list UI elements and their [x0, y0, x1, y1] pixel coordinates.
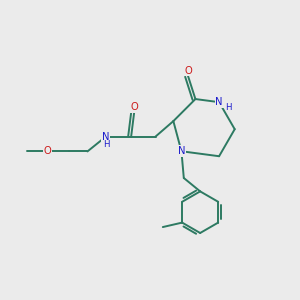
Text: H: H [225, 103, 231, 112]
Text: O: O [44, 146, 52, 156]
Text: N: N [102, 132, 110, 142]
Text: N: N [215, 97, 223, 107]
Text: O: O [184, 65, 192, 76]
Text: H: H [103, 140, 110, 149]
Text: O: O [130, 102, 138, 112]
Text: N: N [178, 146, 185, 156]
